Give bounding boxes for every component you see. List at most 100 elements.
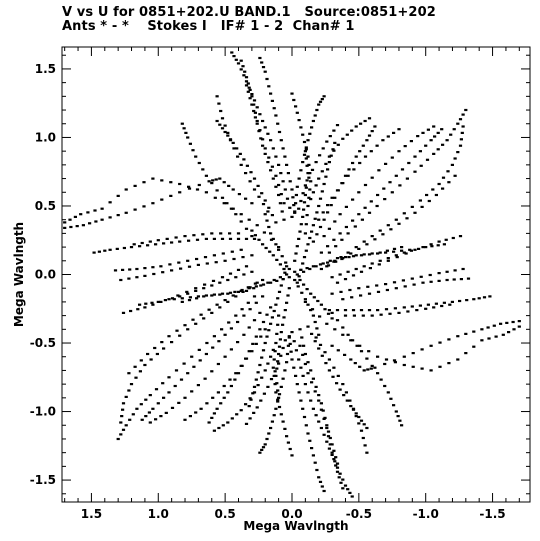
uv-point — [139, 403, 143, 406]
uv-point — [311, 407, 315, 410]
uv-point — [239, 248, 243, 251]
uv-point — [285, 197, 290, 200]
uv-point — [273, 350, 277, 353]
uv-point — [270, 316, 274, 319]
uv-point — [346, 174, 350, 177]
uv-point — [194, 411, 198, 414]
uv-point — [226, 391, 230, 394]
uv-point — [236, 237, 241, 240]
uv-point — [261, 66, 266, 69]
uv-point — [211, 396, 215, 399]
uv-point — [276, 323, 280, 326]
uv-point — [436, 131, 440, 134]
uv-point — [244, 227, 249, 230]
uv-point — [100, 218, 104, 221]
uv-point — [254, 301, 258, 304]
uv-point — [197, 348, 201, 351]
uv-point — [299, 223, 303, 226]
uv-point — [343, 256, 348, 259]
uv-point — [220, 292, 225, 295]
uv-point — [231, 188, 235, 191]
uv-point — [351, 198, 355, 201]
uv-point — [259, 137, 263, 140]
uv-point — [266, 161, 270, 164]
uv-point — [327, 447, 331, 450]
uv-point — [373, 366, 377, 369]
uv-point — [346, 488, 350, 491]
uv-point — [459, 138, 463, 141]
uv-point — [222, 202, 226, 205]
uv-point — [354, 415, 358, 418]
uv-point — [274, 174, 278, 177]
uv-point — [244, 197, 248, 200]
uv-point — [308, 132, 312, 135]
uv-point — [204, 191, 208, 194]
uv-point — [167, 391, 171, 394]
uv-point — [124, 211, 128, 214]
uv-point — [461, 267, 465, 271]
uv-point — [234, 295, 238, 298]
uv-point — [283, 309, 287, 312]
uv-point — [429, 369, 433, 372]
uv-point — [376, 193, 380, 197]
uv-point — [402, 355, 406, 358]
uv-point — [352, 314, 356, 317]
uv-point — [276, 400, 280, 403]
uv-point — [277, 290, 282, 293]
uv-point — [261, 349, 266, 352]
uv-point — [433, 135, 437, 138]
uv-point — [168, 263, 172, 266]
uv-point — [290, 92, 294, 95]
uv-point — [363, 444, 367, 447]
uv-point — [397, 222, 401, 225]
uv-point — [330, 292, 334, 295]
uv-point — [370, 176, 374, 179]
uv-point — [330, 311, 334, 314]
x-axis-title: Mega Wavlngth — [243, 519, 348, 533]
uv-point — [274, 407, 278, 410]
uv-point — [244, 422, 249, 425]
uv-point — [160, 179, 164, 182]
uv-point — [324, 362, 328, 365]
uv-point — [81, 224, 85, 227]
uv-point — [315, 233, 319, 236]
uv-point — [199, 407, 203, 410]
uv-point — [169, 194, 173, 197]
uv-point — [274, 243, 278, 246]
uv-point — [143, 274, 147, 277]
uv-point — [306, 391, 310, 394]
uv-point — [314, 265, 318, 268]
uv-point — [140, 241, 144, 245]
uv-point — [352, 168, 356, 171]
uv-point — [428, 273, 432, 277]
uv-point — [247, 218, 251, 221]
uv-point — [283, 155, 287, 158]
uv-point — [302, 201, 307, 204]
uv-point — [331, 375, 335, 378]
uv-point — [378, 259, 382, 262]
uv-point — [318, 225, 323, 229]
uv-point — [357, 287, 361, 290]
uv-point — [162, 242, 166, 245]
uv-point — [411, 365, 415, 368]
uv-point — [175, 329, 179, 332]
uv-point — [303, 232, 307, 235]
x-tick-label: 0.0 — [281, 507, 302, 521]
uv-point — [121, 311, 126, 314]
uv-point — [472, 298, 476, 301]
uv-point — [384, 162, 388, 165]
uv-point — [421, 281, 425, 284]
uv-point — [330, 451, 334, 454]
uv-point — [291, 196, 295, 199]
uv-point — [205, 262, 209, 265]
uv-point — [447, 181, 451, 184]
uv-point — [351, 161, 355, 165]
uv-point — [328, 135, 332, 138]
uv-point — [261, 446, 266, 449]
uv-point — [257, 238, 261, 241]
uv-point — [229, 348, 233, 351]
uv-point — [308, 267, 312, 271]
uv-point — [328, 436, 332, 440]
uv-point — [290, 331, 294, 334]
uv-point — [92, 251, 96, 254]
